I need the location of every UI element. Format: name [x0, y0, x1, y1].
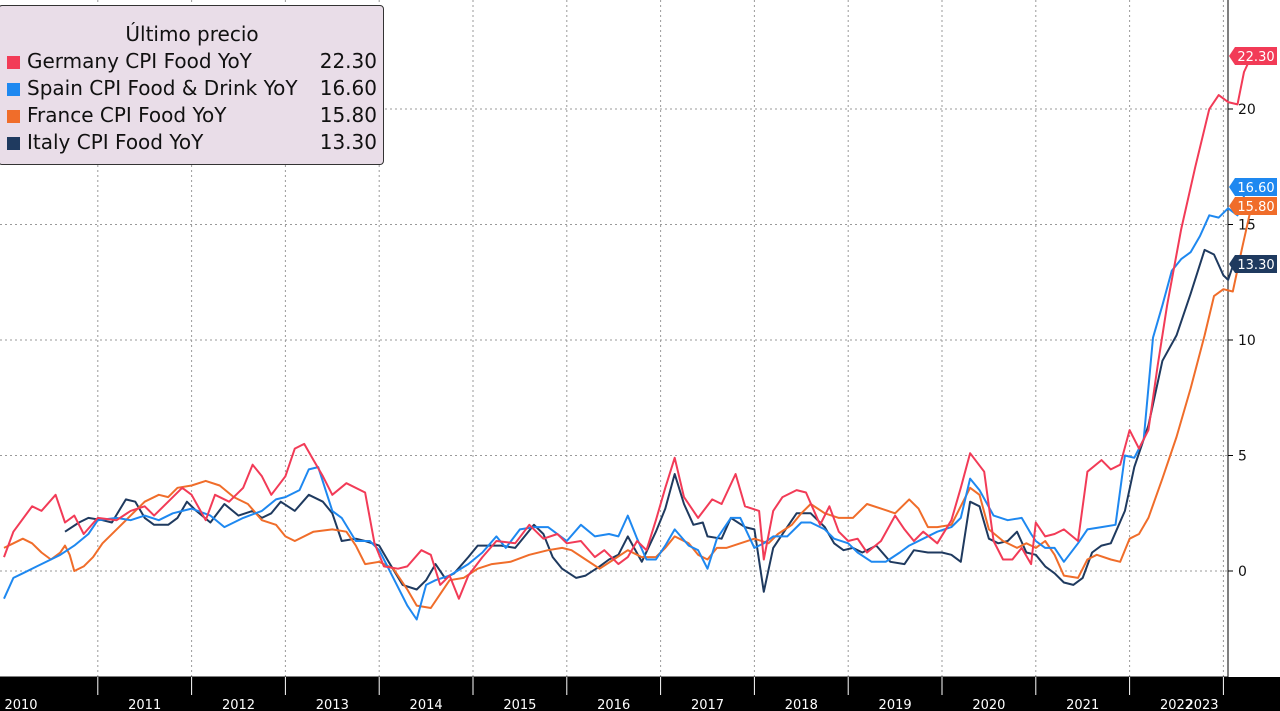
series-line-france: [3, 205, 1253, 609]
legend-name: Germany CPI Food YoY: [27, 49, 252, 73]
tag-background: [1229, 178, 1277, 196]
tag-label: 22.30: [1237, 50, 1274, 65]
tag-background: [1229, 255, 1277, 273]
tag-background: [1229, 197, 1277, 215]
series-line-germany: [3, 55, 1253, 600]
x-tick-label: 2022: [1160, 698, 1193, 711]
germany-swatch: [7, 56, 20, 69]
legend-entry-spain: Spain CPI Food & Drink YoY 16.60: [7, 76, 377, 102]
last-value-tag-spain: 16.60: [1229, 178, 1277, 196]
spain-swatch: [7, 83, 20, 96]
y-tick-label: 10: [1238, 333, 1256, 349]
series-line-italy: [64, 248, 1243, 593]
x-tick-label: 2014: [410, 698, 443, 711]
last-value-tag-italy: 13.30: [1229, 255, 1277, 273]
x-tick-label: 2019: [879, 698, 912, 711]
x-axis-band: [0, 677, 1280, 711]
x-tick-label: 2017: [691, 698, 724, 711]
last-value-tag-germany: 22.30: [1229, 47, 1277, 65]
legend-name: Italy CPI Food YoY: [27, 130, 204, 154]
series-line-spain: [3, 187, 1248, 621]
x-tick-label: 2021: [1066, 698, 1099, 711]
legend-title: Último precio: [125, 22, 259, 46]
tag-label: 15.80: [1237, 200, 1274, 215]
x-tick-label: 2013: [316, 698, 349, 711]
tag-label: 13.30: [1237, 258, 1274, 273]
legend-entry-italy: Italy CPI Food YoY 13.30: [7, 130, 377, 156]
y-tick-label: 0: [1238, 564, 1247, 580]
x-axis-ticks: 2010 2011 2012 2013 2014 2015 2016 2017 2018 2019…: [4, 677, 1224, 711]
x-tick-label: 2011: [128, 698, 161, 711]
last-value-tags: 22.30 16.60 15.80 13.30: [1229, 47, 1277, 273]
y-tick-label: 5: [1238, 449, 1247, 465]
x-tick-label: 2020: [972, 698, 1005, 711]
legend-last-value: 13.30: [319, 130, 377, 154]
legend-entry-france: France CPI Food YoY 15.80: [7, 103, 377, 129]
france-swatch: [7, 110, 20, 123]
legend: Último precio Germany CPI Food YoY 22.30…: [0, 5, 384, 165]
x-tick-label: 2016: [597, 698, 630, 711]
legend-last-value: 16.60: [319, 76, 377, 100]
x-tick-label: 2010: [4, 698, 37, 711]
italy-swatch: [7, 137, 20, 150]
x-tick-label: 2015: [503, 698, 536, 711]
y-tick-label: 20: [1238, 102, 1256, 118]
tag-background: [1229, 47, 1277, 65]
legend-name: France CPI Food YoY: [27, 103, 227, 127]
x-tick-label: 2023: [1185, 698, 1218, 711]
legend-last-value: 22.30: [319, 49, 377, 73]
x-tick-label: 2012: [222, 698, 255, 711]
x-tick-label: 2018: [785, 698, 818, 711]
series-lines: [3, 55, 1253, 621]
legend-last-value: 15.80: [319, 103, 377, 127]
legend-entry-germany: Germany CPI Food YoY 22.30: [7, 49, 377, 75]
last-value-tag-france: 15.80: [1229, 197, 1277, 215]
tag-label: 16.60: [1237, 181, 1274, 196]
legend-name: Spain CPI Food & Drink YoY: [27, 76, 298, 100]
